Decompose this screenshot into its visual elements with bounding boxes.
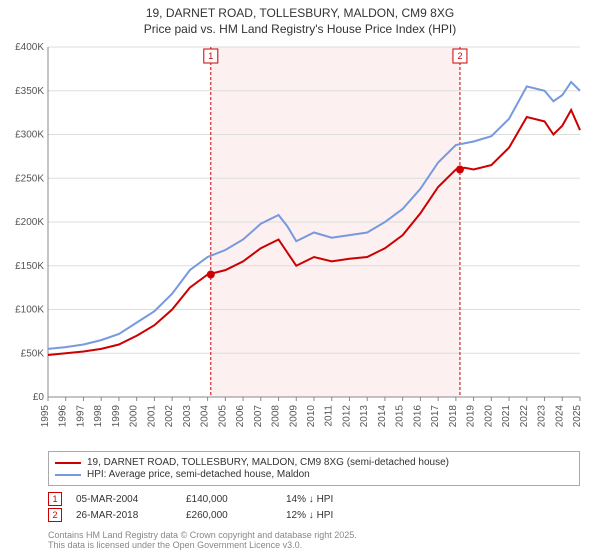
svg-text:2019: 2019 — [466, 405, 477, 428]
svg-text:2002: 2002 — [164, 405, 175, 428]
svg-text:2007: 2007 — [253, 405, 264, 428]
line-chart: £0 £50K £100K £150K £200K £250K £300K £350K £400… — [0, 37, 600, 447]
marker-event-row: 2 26-MAR-2018 £260,000 12% ↓ HPI — [48, 508, 580, 522]
svg-text:1995: 1995 — [40, 405, 51, 428]
svg-text:2008: 2008 — [271, 405, 282, 428]
svg-text:£100K: £100K — [15, 305, 44, 316]
svg-text:2012: 2012 — [341, 405, 352, 428]
svg-text:2003: 2003 — [182, 405, 193, 428]
svg-text:2022: 2022 — [519, 405, 530, 428]
svg-text:2001: 2001 — [146, 405, 157, 428]
svg-text:2015: 2015 — [395, 405, 406, 428]
svg-text:£200K: £200K — [15, 217, 44, 228]
svg-text:2006: 2006 — [235, 405, 246, 428]
svg-text:2005: 2005 — [217, 405, 228, 428]
svg-text:£50K: £50K — [21, 348, 45, 359]
svg-text:2010: 2010 — [306, 405, 317, 428]
footer-line1: Contains HM Land Registry data © Crown c… — [48, 530, 580, 540]
legend-swatch-hpi — [55, 474, 81, 476]
marker-events-table: 1 05-MAR-2004 £140,000 14% ↓ HPI 2 26-MA… — [48, 492, 580, 522]
marker-delta-1: 14% ↓ HPI — [286, 494, 333, 505]
svg-text:2020: 2020 — [483, 405, 494, 428]
svg-text:2: 2 — [457, 51, 462, 61]
title-subtitle: Price paid vs. HM Land Registry's House … — [0, 22, 600, 38]
svg-text:£150K: £150K — [15, 261, 44, 272]
title-address: 19, DARNET ROAD, TOLLESBURY, MALDON, CM9… — [0, 6, 600, 22]
legend-item-price-paid: 19, DARNET ROAD, TOLLESBURY, MALDON, CM9… — [55, 457, 573, 468]
marker-badge-1: 1 — [48, 492, 62, 506]
svg-text:£350K: £350K — [15, 86, 44, 97]
svg-text:2025: 2025 — [572, 405, 583, 428]
svg-text:1: 1 — [208, 51, 213, 61]
svg-text:2000: 2000 — [129, 405, 140, 428]
legend: 19, DARNET ROAD, TOLLESBURY, MALDON, CM9… — [48, 451, 580, 486]
marker-price-2: £260,000 — [186, 510, 286, 521]
marker-date-1: 05-MAR-2004 — [76, 494, 186, 505]
svg-text:2024: 2024 — [554, 405, 565, 428]
svg-text:2014: 2014 — [377, 405, 388, 428]
svg-text:1999: 1999 — [111, 405, 122, 428]
svg-text:£300K: £300K — [15, 130, 44, 141]
svg-text:2021: 2021 — [501, 405, 512, 428]
svg-text:2009: 2009 — [288, 405, 299, 428]
legend-item-hpi: HPI: Average price, semi-detached house,… — [55, 469, 573, 480]
svg-text:£250K: £250K — [15, 173, 44, 184]
legend-swatch-price-paid — [55, 462, 81, 464]
svg-text:1996: 1996 — [58, 405, 69, 428]
svg-text:2018: 2018 — [448, 405, 459, 428]
svg-text:2017: 2017 — [430, 405, 441, 428]
svg-text:1997: 1997 — [75, 405, 86, 428]
marker-event-row: 1 05-MAR-2004 £140,000 14% ↓ HPI — [48, 492, 580, 506]
marker-badge-2: 2 — [48, 508, 62, 522]
marker-delta-2: 12% ↓ HPI — [286, 510, 333, 521]
footer-attribution: Contains HM Land Registry data © Crown c… — [48, 530, 580, 550]
legend-label-price-paid: 19, DARNET ROAD, TOLLESBURY, MALDON, CM9… — [87, 457, 449, 468]
svg-text:2011: 2011 — [324, 405, 335, 427]
svg-text:1998: 1998 — [93, 405, 104, 428]
svg-text:2016: 2016 — [412, 405, 423, 428]
marker-date-2: 26-MAR-2018 — [76, 510, 186, 521]
svg-text:£400K: £400K — [15, 42, 44, 53]
chart-area: £0 £50K £100K £150K £200K £250K £300K £350K £400… — [0, 37, 600, 447]
svg-text:£0: £0 — [33, 392, 45, 403]
svg-text:2004: 2004 — [200, 405, 211, 428]
chart-title: 19, DARNET ROAD, TOLLESBURY, MALDON, CM9… — [0, 0, 600, 37]
svg-text:2023: 2023 — [537, 405, 548, 428]
svg-text:2013: 2013 — [359, 405, 370, 428]
marker-price-1: £140,000 — [186, 494, 286, 505]
legend-label-hpi: HPI: Average price, semi-detached house,… — [87, 469, 310, 480]
footer-line2: This data is licensed under the Open Gov… — [48, 540, 580, 550]
